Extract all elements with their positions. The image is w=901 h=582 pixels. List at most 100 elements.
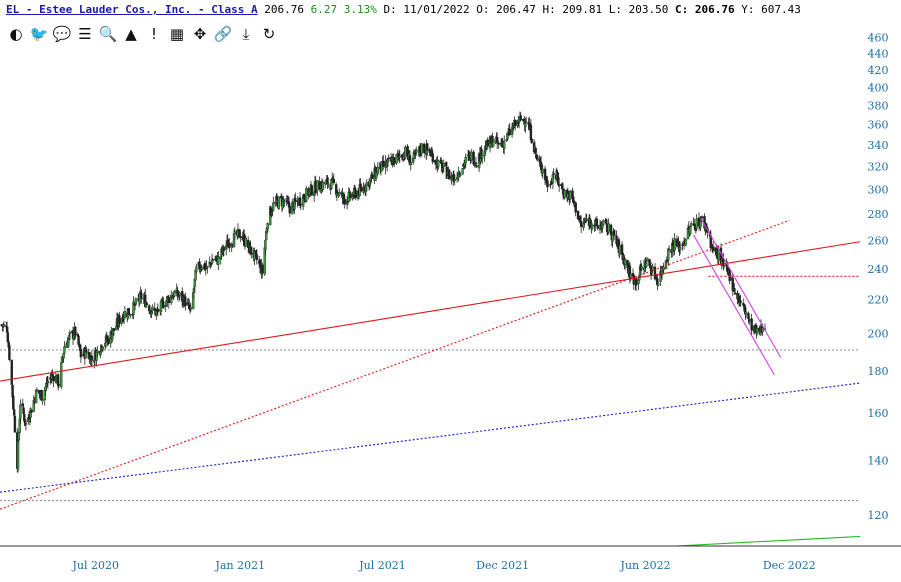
candle <box>750 313 753 335</box>
candle <box>574 201 577 217</box>
candle <box>711 241 715 253</box>
candle <box>448 168 451 180</box>
candle <box>667 245 671 252</box>
candle <box>151 304 154 314</box>
y-tick-label: 360 <box>868 119 889 132</box>
candle <box>349 190 352 202</box>
y-tick-label: 440 <box>868 47 889 60</box>
candle <box>470 148 473 163</box>
candle <box>332 173 335 185</box>
last-price: 206.76 <box>264 3 305 16</box>
x-tick-label: Jun 2022 <box>620 559 671 572</box>
candle <box>46 376 50 389</box>
candle <box>8 342 11 362</box>
y-tick-label: 400 <box>868 81 889 94</box>
candle <box>299 202 303 211</box>
candle <box>480 145 483 162</box>
dashboard-icon[interactable]: ◐ <box>9 25 23 43</box>
close-value: 206.76 <box>694 3 735 16</box>
candle <box>596 224 599 231</box>
candle <box>217 251 220 271</box>
high-value: 209.81 <box>562 3 603 16</box>
move-icon[interactable]: ✥ <box>193 25 207 43</box>
candle <box>266 222 270 232</box>
x-tick-label: Dec 2021 <box>476 559 529 572</box>
candle <box>68 329 72 341</box>
candle <box>90 350 94 366</box>
trendline[interactable] <box>676 535 861 547</box>
candle <box>343 198 346 209</box>
list-icon[interactable]: ☰ <box>78 25 92 43</box>
exclamation-icon[interactable]: ! <box>150 25 157 43</box>
candle <box>667 247 670 266</box>
candle <box>530 137 533 144</box>
candle <box>662 262 665 275</box>
candle <box>747 311 750 324</box>
candle <box>519 112 522 122</box>
candle <box>159 300 163 316</box>
candle <box>398 150 401 164</box>
candle <box>145 301 149 306</box>
candle <box>222 245 226 257</box>
candle <box>79 344 83 364</box>
candle <box>547 179 550 187</box>
y-tick-label: 460 <box>868 32 889 45</box>
candle <box>16 438 20 473</box>
candle <box>601 218 605 227</box>
candle <box>189 302 193 312</box>
candle <box>678 244 682 255</box>
candle <box>101 346 105 353</box>
candle <box>453 174 456 186</box>
search-icon[interactable]: 🔍 <box>98 25 118 43</box>
candle <box>41 399 44 405</box>
candle <box>233 227 237 240</box>
candle <box>228 238 231 253</box>
candle <box>524 118 527 133</box>
y-tick-label: 260 <box>868 234 889 247</box>
link-icon[interactable]: 🔗 <box>213 25 233 43</box>
candle <box>12 393 15 411</box>
high-label: H: <box>542 3 556 16</box>
candle <box>541 164 544 179</box>
twitter-icon[interactable]: 🐦 <box>29 25 49 43</box>
trendline[interactable] <box>0 382 861 493</box>
x-axis: Jul 2020 Jan 2021 Jul 2021 Dec 2021 Jun 2022… <box>72 559 816 572</box>
candle <box>420 143 423 157</box>
candle <box>496 139 500 144</box>
y-axis: 120 140 160 180 200 220 240 260 280 300 320 340 360 3… <box>868 32 889 522</box>
candle <box>57 380 61 389</box>
candle <box>568 189 572 203</box>
candle <box>30 409 33 413</box>
candle <box>426 142 429 157</box>
candle <box>579 215 583 234</box>
candle <box>173 289 176 298</box>
triangle-icon[interactable]: ▲ <box>125 25 137 43</box>
candle <box>640 263 643 272</box>
candle <box>2 321 6 328</box>
candle <box>371 172 374 180</box>
candle <box>178 292 182 300</box>
candle <box>316 179 319 196</box>
download-icon[interactable]: ⤓ <box>242 25 250 43</box>
candle <box>211 258 215 261</box>
trendline[interactable] <box>0 219 790 510</box>
y-tick-label: 420 <box>868 64 889 77</box>
comment-icon[interactable]: 💬 <box>52 25 72 43</box>
candle <box>156 303 160 317</box>
trendline[interactable] <box>700 217 782 358</box>
candle <box>656 281 660 287</box>
refresh-icon[interactable]: ↻ <box>262 25 276 43</box>
x-tick-label: Jan 2021 <box>215 559 266 572</box>
candle <box>132 296 135 320</box>
calendar-icon[interactable]: ▦ <box>169 25 185 43</box>
candle <box>651 263 654 273</box>
trendline[interactable] <box>0 241 861 382</box>
trendline[interactable] <box>693 234 775 376</box>
symbol-name-link[interactable]: EL - Estee Lauder Cos., Inc. - Class A <box>6 3 258 16</box>
y-tick-label: 320 <box>868 161 889 174</box>
y-tick-label: 380 <box>868 100 889 113</box>
candle <box>140 289 143 304</box>
y-tick-label: 220 <box>868 294 889 307</box>
candle <box>107 335 110 346</box>
